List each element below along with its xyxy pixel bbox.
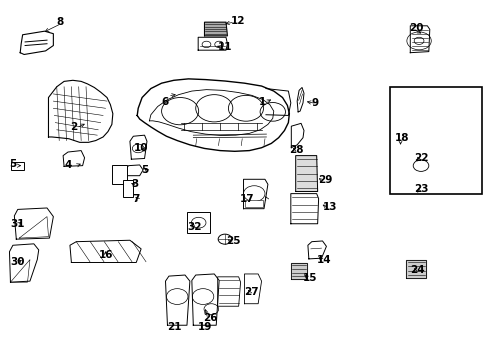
Text: 3: 3 (131, 179, 138, 189)
Text: 22: 22 (413, 153, 428, 163)
Polygon shape (290, 263, 306, 279)
Bar (186, 212, 210, 233)
Text: 28: 28 (289, 145, 303, 155)
Bar (11, 162, 23, 170)
Text: 25: 25 (225, 236, 240, 246)
Text: 11: 11 (217, 42, 232, 51)
Polygon shape (204, 22, 227, 36)
Text: 8: 8 (57, 17, 64, 27)
Text: 12: 12 (230, 17, 245, 27)
Polygon shape (406, 260, 425, 278)
Text: 5: 5 (9, 159, 17, 169)
Bar (122, 180, 133, 197)
Text: 18: 18 (394, 133, 408, 143)
Text: 7: 7 (132, 194, 140, 204)
Text: 19: 19 (198, 322, 212, 332)
Bar (245, 200, 262, 207)
Text: 20: 20 (408, 23, 423, 33)
Text: 13: 13 (322, 202, 336, 212)
Text: 4: 4 (64, 159, 71, 170)
Text: 5: 5 (141, 165, 148, 175)
Text: 24: 24 (409, 265, 424, 275)
Text: 16: 16 (99, 250, 113, 260)
Text: 32: 32 (186, 222, 201, 231)
Text: 26: 26 (203, 313, 217, 323)
Text: 10: 10 (134, 143, 148, 153)
Text: 2: 2 (70, 122, 77, 132)
Text: 14: 14 (316, 255, 330, 265)
Polygon shape (295, 156, 317, 192)
Text: 9: 9 (311, 98, 318, 108)
Text: 15: 15 (303, 273, 317, 283)
Bar (389, 87, 482, 194)
Text: 17: 17 (239, 194, 254, 204)
Text: 23: 23 (413, 184, 428, 194)
Text: 6: 6 (161, 97, 168, 107)
Text: 31: 31 (10, 219, 25, 229)
Text: 29: 29 (317, 175, 331, 185)
Text: 27: 27 (244, 287, 259, 297)
Text: 30: 30 (10, 257, 25, 267)
Text: 21: 21 (167, 322, 182, 332)
Bar (112, 165, 127, 184)
Text: 1: 1 (259, 97, 266, 107)
